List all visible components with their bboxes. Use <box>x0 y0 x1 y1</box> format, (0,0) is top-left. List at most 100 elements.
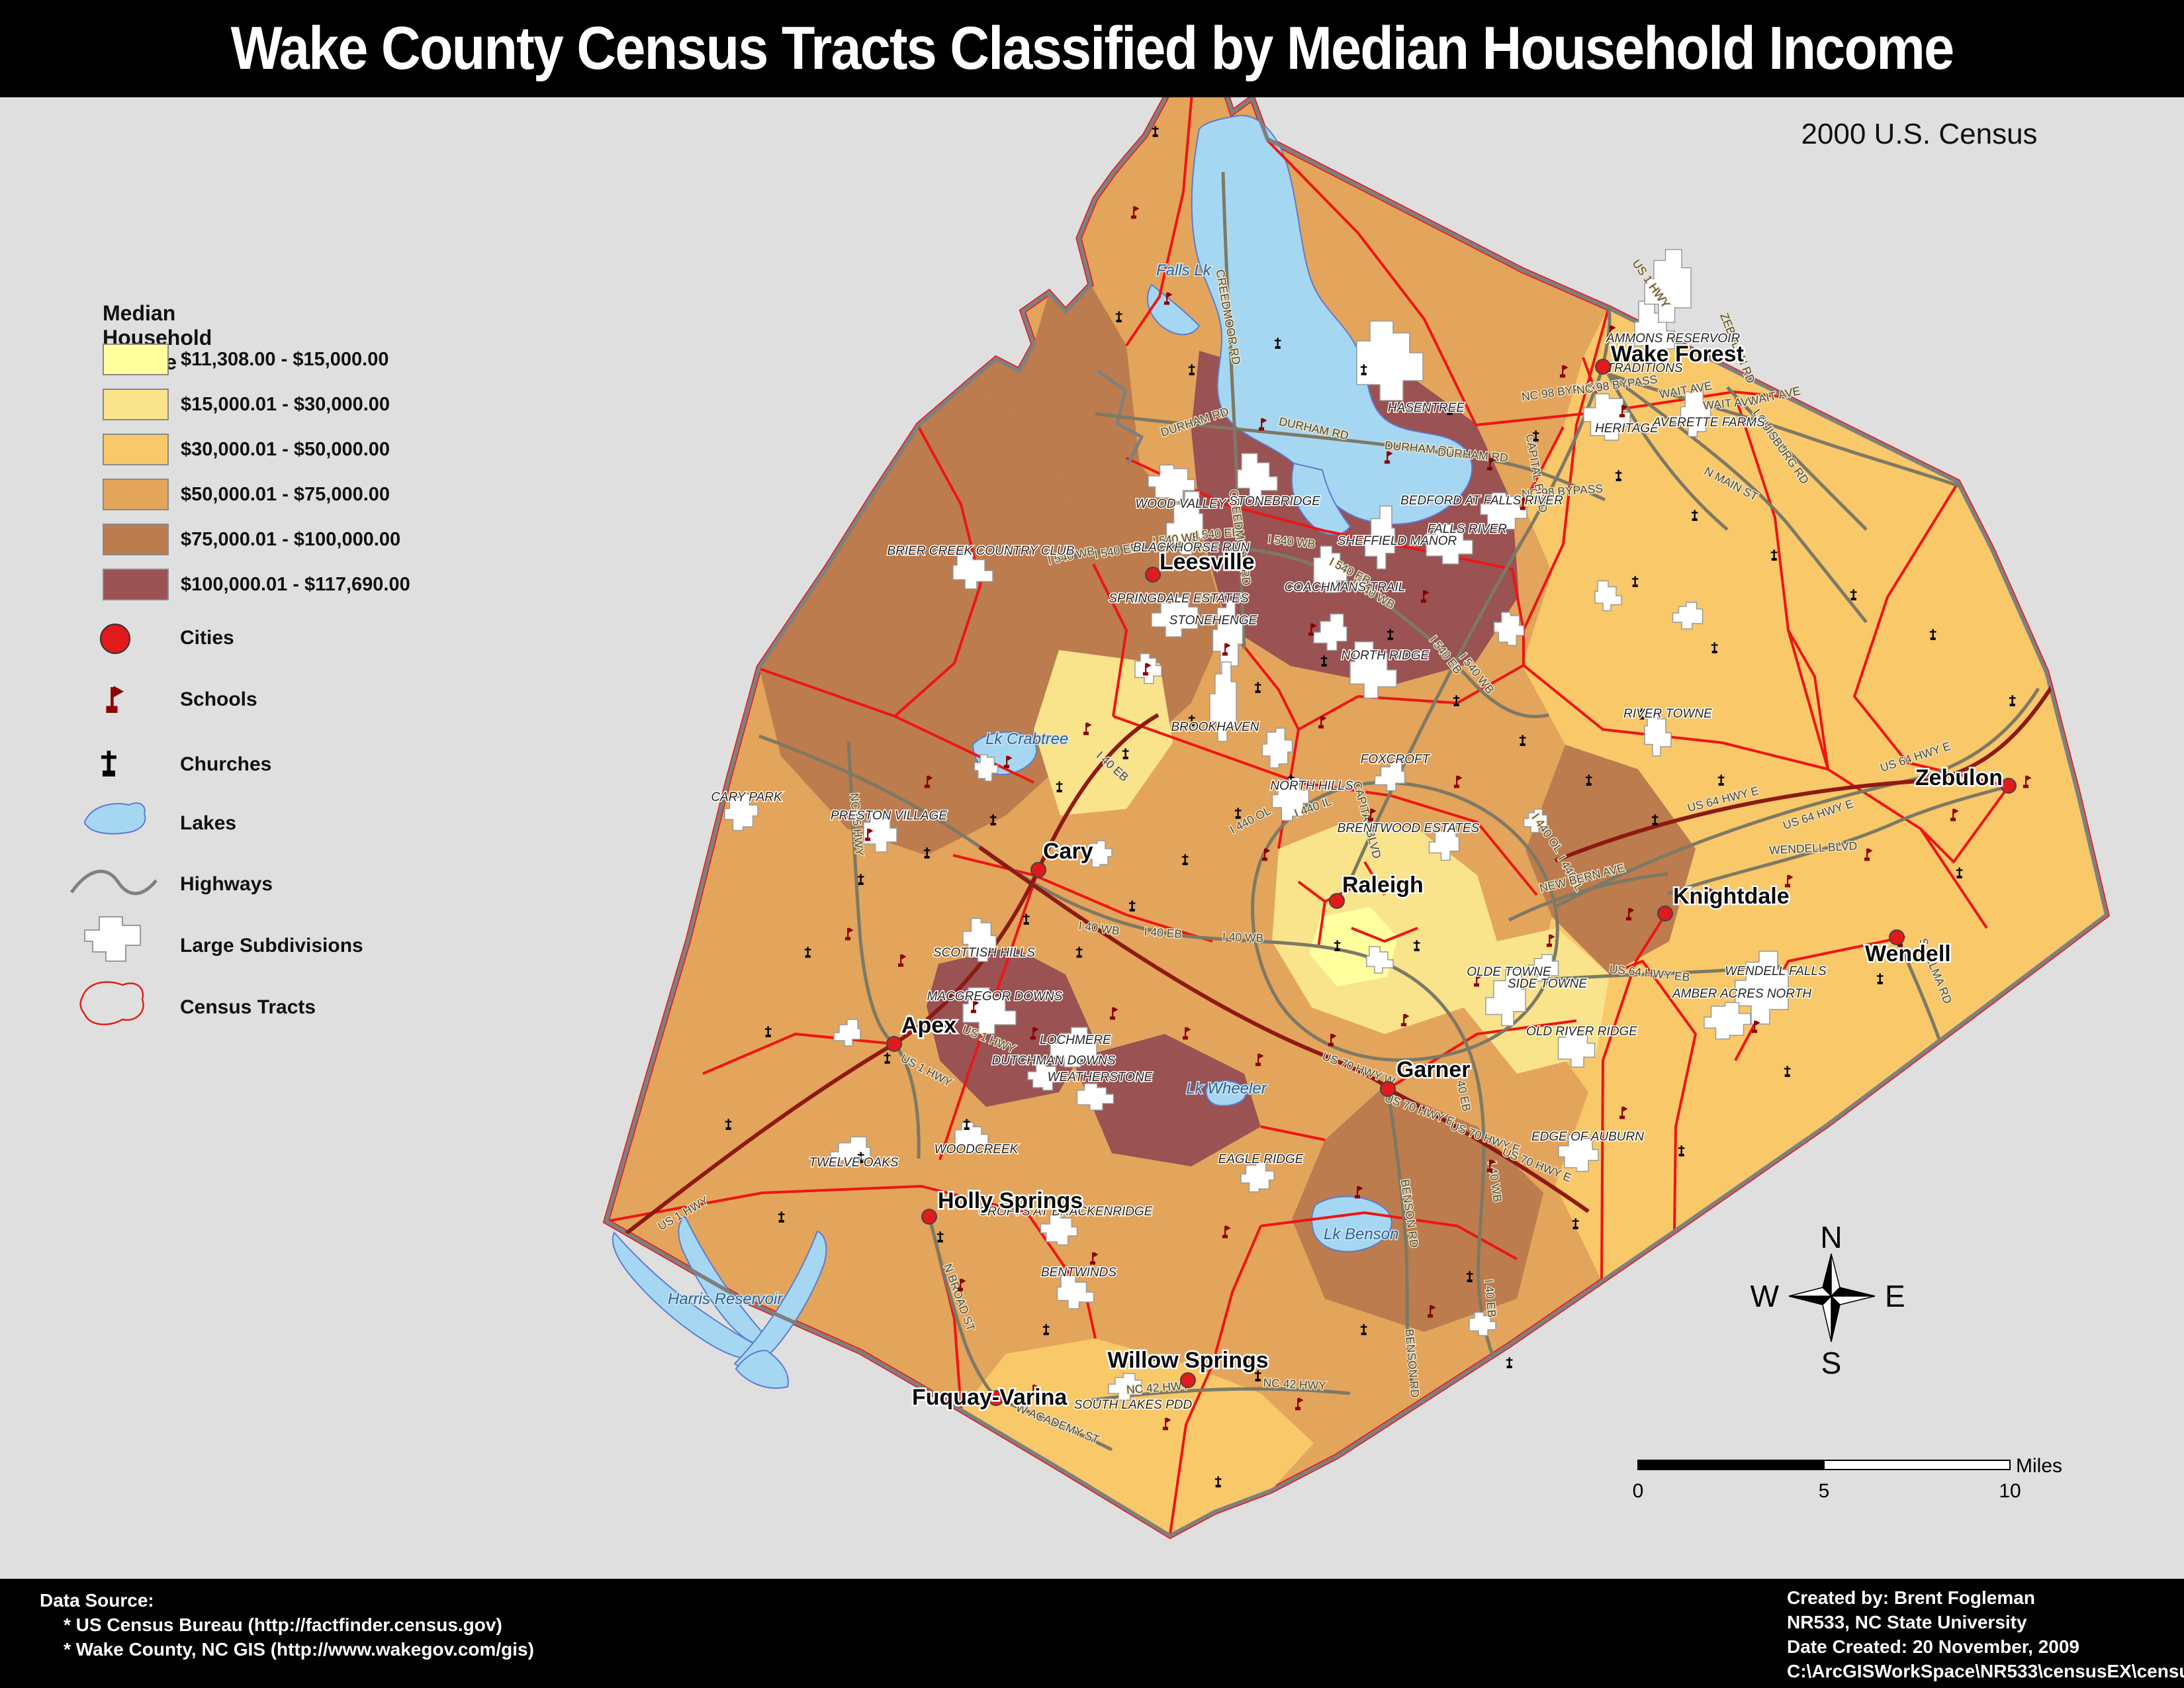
compass-s: S <box>1821 1346 1842 1380</box>
compass-n: N <box>1820 1220 1842 1254</box>
city-label: Raleigh <box>1342 872 1424 898</box>
subdivision-blob <box>833 1019 861 1047</box>
data-source-line: * Wake County, NC GIS (http://www.wakego… <box>64 1639 534 1660</box>
subdivision-blob <box>962 987 1017 1035</box>
legend-symbol-label-schools: Schools <box>180 688 257 710</box>
subdivision-blob <box>1050 1027 1097 1068</box>
subdivision-label: BRENTWOOD ESTATES <box>1338 821 1480 835</box>
city-dot-raleigh <box>1329 893 1345 909</box>
subdivision-label: HERITAGE <box>1595 422 1659 436</box>
city-label: Knightdale <box>1673 884 1790 909</box>
road-label: I 40 WB <box>1222 930 1264 945</box>
compass-rose: N E S W <box>1751 1220 1905 1380</box>
subdivision-label: FALLS RIVER <box>1428 522 1507 536</box>
legend-symbol-label-highways: Highways <box>180 873 273 895</box>
tract-fill-regions <box>759 285 2107 1536</box>
legend-symbol-label-churches: Churches <box>180 753 272 775</box>
credit-line: NR533, NC State University <box>1787 1612 2027 1632</box>
census-tract-icon <box>79 981 144 1025</box>
legend-class-row: $15,000.01 - $30,000.00 <box>103 389 390 420</box>
subdivision-blob <box>1469 1311 1496 1336</box>
subdivision-blob <box>1261 727 1293 769</box>
subdivision-label: EAGLE RIDGE <box>1218 1152 1304 1166</box>
svg-text:10: 10 <box>1999 1480 2021 1502</box>
durham-border-zigzag <box>1096 369 1144 465</box>
wendell-blvd <box>1667 784 2009 896</box>
lake-benson <box>1311 1196 1392 1252</box>
subdivision-label: BEDFORD AT FALLS RIVER <box>1400 494 1563 508</box>
large-subdivisions <box>724 249 1789 1401</box>
lake-icon <box>83 802 146 835</box>
lake-label: Harris Reservoir <box>668 1290 783 1308</box>
legend-class-label: $100,000.01 - $117,690.00 <box>181 573 410 595</box>
subdivision-blob <box>1356 320 1424 401</box>
svg-text:Miles: Miles <box>2016 1455 2062 1477</box>
legend-class-label: $15,000.01 - $30,000.00 <box>181 393 390 415</box>
city-label: Cary <box>1043 839 1093 864</box>
subdivision-blob <box>1644 249 1692 323</box>
subdivision-blob <box>1209 661 1237 742</box>
cities-icon <box>100 624 130 654</box>
legend-symbols <box>69 624 158 1025</box>
subdivision-blob <box>1364 505 1396 570</box>
subdivision-blob <box>724 793 758 831</box>
subdivision-blob <box>1704 1002 1751 1040</box>
subdivision-blob <box>1271 776 1310 821</box>
legend-class-row: $100,000.01 - $117,690.00 <box>103 569 410 600</box>
subdivision-blob <box>1237 453 1278 500</box>
w-academy-st <box>995 1396 1113 1452</box>
subdivision-blob <box>952 551 993 590</box>
subdivision-label: SHEFFIELD MANOR <box>1338 534 1457 548</box>
city-label: Wendell <box>1865 941 1951 966</box>
city-label: Wake Forest <box>1611 342 1744 367</box>
city-label: Holly Springs <box>938 1188 1083 1213</box>
subdivision-labels: HASENTREE HERITAGE TRADITIONS AMMONS RESERV… <box>710 331 1828 1413</box>
city-dot-knightdale <box>1657 906 1673 921</box>
city-label: Apex <box>901 1013 956 1038</box>
scale-bar: 0 5 10 Miles <box>1633 1455 2062 1502</box>
subdivision-blob <box>1594 580 1622 612</box>
subdivision-blob <box>1374 760 1406 792</box>
subdivision-label: CARY PARK <box>711 790 783 804</box>
legend-symbol-label-cities: Cities <box>180 627 234 649</box>
city-dot-cary <box>1030 862 1046 878</box>
city-label: Leesville <box>1160 549 1255 575</box>
subdivision-label: DUTCHMAN DOWNS <box>992 1054 1116 1068</box>
subdivision-label: BRIER CREEK COUNTRY CLUB <box>887 544 1075 558</box>
lake-label: Lk Wheeler <box>1186 1080 1267 1098</box>
new-bern-ave <box>1508 872 1668 922</box>
credit-line: Date Created: 20 November, 2009 <box>1787 1636 2079 1657</box>
lake-label: Lk Benson <box>1324 1225 1398 1243</box>
subdivision-label: HASENTREE <box>1388 401 1465 415</box>
city-dot-zebulon <box>2001 778 2017 794</box>
subdivision-blob <box>1480 492 1527 530</box>
subdivision-label: BROOKHAVEN <box>1171 720 1259 734</box>
subdivision-label: OLD RIVER RIDGE <box>1526 1025 1637 1039</box>
city-label: Garner <box>1396 1057 1471 1082</box>
i-540 <box>1057 543 1549 719</box>
subdivision-blob <box>1583 393 1631 441</box>
subdivision-label: STONEHENGE <box>1169 614 1257 628</box>
subdivision-label: OLDE TOWNE <box>1467 965 1551 979</box>
church-icon <box>101 751 116 776</box>
subdivision-blob <box>1735 951 1789 1025</box>
legend-swatch <box>103 434 169 465</box>
subdivision-blob <box>1493 612 1525 646</box>
zebulon-rd <box>1726 386 1868 531</box>
subdivision-label: SCOTTISH HILLS <box>933 946 1035 960</box>
city-label: Zebulon <box>1915 765 2003 790</box>
legend-class-label: $11,308.00 - $15,000.00 <box>181 348 389 370</box>
subdivision-blob <box>1076 1083 1115 1111</box>
school-icon <box>106 686 124 713</box>
subdivision-blob <box>1240 1161 1275 1193</box>
subdivision-blob <box>1212 600 1244 674</box>
subdivision-label: TRADITIONS <box>1606 361 1682 375</box>
subdivision-blob <box>1165 491 1204 555</box>
city-markers: Wake Forest Leesville Cary Raleigh Apex Garne… <box>886 340 2017 1412</box>
credit-line: Created by: Brent Fogleman <box>1787 1587 2035 1608</box>
subdivision-label: NORTH HILLS <box>1270 779 1353 793</box>
city-dot-willow-springs <box>1180 1372 1196 1388</box>
subdivision-blob <box>1148 464 1195 502</box>
legend-class-label: $30,000.01 - $50,000.00 <box>181 438 390 460</box>
